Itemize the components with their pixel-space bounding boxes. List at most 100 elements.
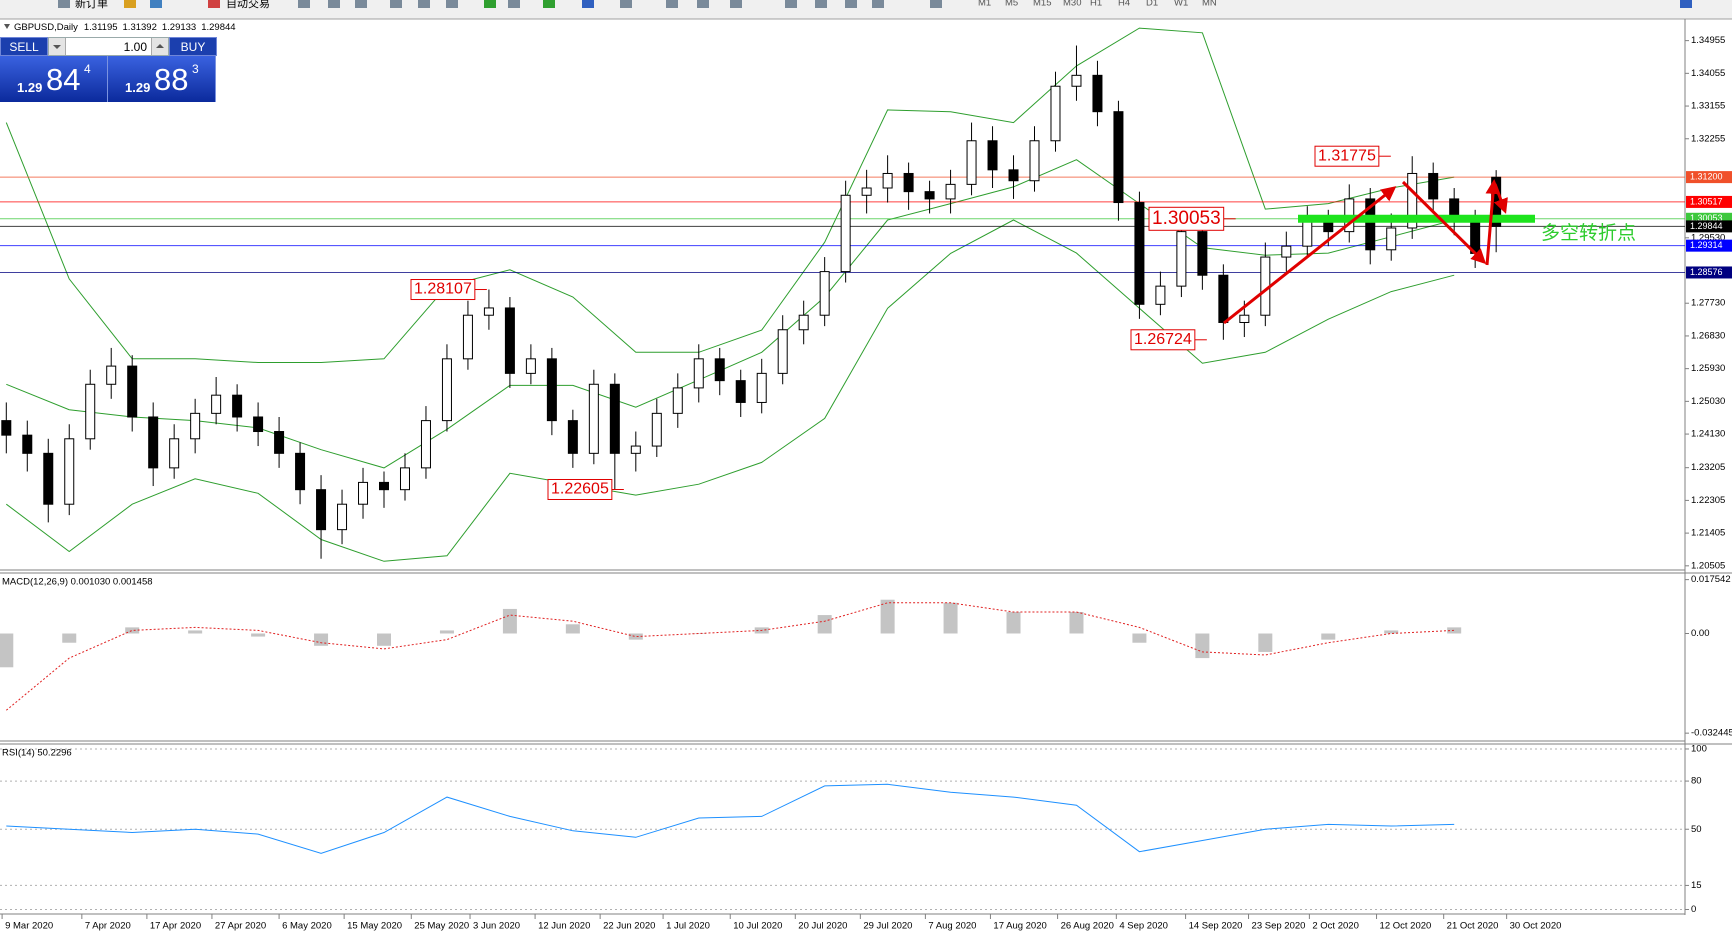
y-tick-label: 100 <box>1691 743 1707 754</box>
price-big-figure: 1.29 <box>125 80 151 95</box>
candle-body <box>211 394 222 414</box>
y-tick-label: 1.34955 <box>1691 35 1725 46</box>
candle-body <box>819 271 830 316</box>
sell-button[interactable]: SELL <box>0 37 48 56</box>
candle-body <box>588 383 599 454</box>
y-tick-label: 1.22305 <box>1691 495 1725 506</box>
x-tick-label: 6 May 2020 <box>282 921 332 932</box>
indicator-title: RSI(14) 50.2296 <box>2 748 72 759</box>
buy-button[interactable]: BUY <box>169 37 217 56</box>
price-pips: 88 <box>154 62 189 97</box>
candle-body <box>504 307 515 374</box>
sell-price[interactable]: 1.29 84 4 <box>0 56 108 102</box>
macd-bar <box>1132 633 1147 643</box>
toolbar-button[interactable]: 自动交易 <box>226 0 270 10</box>
candle-body <box>903 172 914 193</box>
x-tick-label: 15 May 2020 <box>347 921 402 932</box>
price-fraction: 3 <box>192 62 199 76</box>
y-tick-label: -0.032445 <box>1691 728 1732 739</box>
x-tick-label: 4 Sep 2020 <box>1119 921 1168 932</box>
candle-body <box>253 416 264 433</box>
price-fraction: 4 <box>84 62 91 76</box>
candle-body <box>882 172 893 189</box>
x-tick-label: 22 Jun 2020 <box>603 921 655 932</box>
candle-body <box>1365 198 1376 251</box>
candle-body <box>337 503 348 531</box>
candle-body <box>798 314 809 331</box>
macd-bar <box>251 633 266 637</box>
annotation-label: 1.26724 <box>1134 331 1192 348</box>
macd-bar <box>125 627 140 634</box>
indicator-title: MACD(12,26,9) 0.001030 0.001458 <box>2 577 153 588</box>
timeframe-button[interactable]: W1 <box>1174 0 1188 9</box>
open-value: 1.31195 <box>84 22 118 33</box>
y-tick-label: 1.24130 <box>1691 429 1725 440</box>
price-big-figure: 1.29 <box>17 80 43 95</box>
price-row: 1.29 84 4 1.29 88 3 <box>0 56 217 102</box>
candle-body <box>1218 274 1229 323</box>
candle-body <box>1113 111 1124 204</box>
y-tick-label: 0.017542 <box>1691 574 1731 585</box>
timeframe-button[interactable]: M30 <box>1063 0 1081 9</box>
candle-body <box>672 387 683 414</box>
y-tick-label: 80 <box>1691 776 1702 787</box>
candle-body <box>840 194 851 273</box>
panel-frames <box>0 19 1732 915</box>
candle-body <box>735 380 746 403</box>
x-tick-label: 17 Aug 2020 <box>993 921 1046 932</box>
macd-bar <box>502 608 517 634</box>
candle-body <box>1155 285 1166 305</box>
macd-bar <box>943 602 958 634</box>
toolbar-button[interactable]: 新订单 <box>75 0 108 10</box>
lot-input[interactable]: 1.00 <box>48 37 169 56</box>
y-tick-label: 1.34055 <box>1691 68 1725 79</box>
candle-body <box>987 140 998 171</box>
x-tick-label: 12 Jun 2020 <box>538 921 590 932</box>
timeframe-button[interactable]: M1 <box>978 0 991 9</box>
timeframe-button[interactable]: MN <box>1202 0 1217 9</box>
timeframe-button[interactable]: D1 <box>1146 0 1158 9</box>
candle-body <box>232 394 243 418</box>
candle-body <box>420 420 431 469</box>
low-value: 1.29133 <box>162 22 196 33</box>
close-value: 1.29844 <box>201 22 235 33</box>
candle-body <box>483 307 494 316</box>
candle-body <box>1008 169 1019 182</box>
candle-body <box>1197 231 1208 276</box>
timeframe-button[interactable]: M5 <box>1005 0 1018 9</box>
candle-body <box>630 445 641 454</box>
lot-down[interactable] <box>49 38 66 55</box>
candle-body <box>379 481 390 491</box>
macd-bar <box>377 633 392 646</box>
high-value: 1.31392 <box>123 22 157 33</box>
x-tick-label: 3 Jun 2020 <box>473 921 520 932</box>
y-tick-label: 1.32255 <box>1691 133 1725 144</box>
timeframe-button[interactable]: H4 <box>1118 0 1130 9</box>
x-tick-label: 30 Oct 2020 <box>1510 921 1562 932</box>
annotation-label: 1.22605 <box>551 481 609 498</box>
annotation-label: 1.28107 <box>414 281 472 298</box>
x-tick-label: 9 Mar 2020 <box>5 921 53 932</box>
candle-body <box>1428 172 1439 200</box>
x-tick-label: 12 Oct 2020 <box>1380 921 1432 932</box>
chart-header: GBPUSD,Daily 1.31195 1.31392 1.29133 1.29844 <box>14 22 236 33</box>
bollinger-lower <box>5 219 1455 562</box>
candle-body <box>462 314 473 360</box>
x-tick-label: 10 Jul 2020 <box>733 921 782 932</box>
candle-body <box>441 358 452 422</box>
candle-body <box>693 358 704 389</box>
candle-body <box>924 191 935 200</box>
timeframe-button[interactable]: M15 <box>1033 0 1051 9</box>
y-tick-label: 1.23205 <box>1691 462 1725 473</box>
candle-body <box>1092 74 1103 113</box>
lot-up[interactable] <box>151 38 168 55</box>
macd-bar <box>817 615 832 634</box>
buy-price[interactable]: 1.29 88 3 <box>108 56 216 102</box>
price-tag-label: 1.30053 <box>1690 213 1723 223</box>
x-tick-label: 25 May 2020 <box>414 921 469 932</box>
price-tag-label: 1.29314 <box>1690 240 1723 250</box>
candle-body <box>22 434 33 454</box>
price-tag-label: 1.28576 <box>1690 267 1723 277</box>
timeframe-button[interactable]: H1 <box>1090 0 1102 9</box>
